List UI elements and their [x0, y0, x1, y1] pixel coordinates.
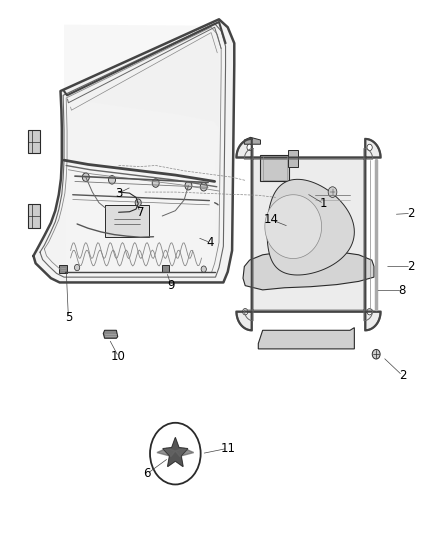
Text: 1: 1 — [320, 197, 328, 211]
Polygon shape — [261, 155, 289, 181]
Polygon shape — [243, 251, 374, 290]
Text: 2: 2 — [407, 207, 415, 220]
Text: 9: 9 — [167, 279, 175, 292]
Polygon shape — [175, 448, 194, 456]
Polygon shape — [265, 195, 321, 259]
Text: 7: 7 — [137, 206, 144, 219]
Circle shape — [367, 144, 372, 151]
Circle shape — [74, 264, 80, 271]
Text: 14: 14 — [264, 213, 279, 226]
Polygon shape — [267, 179, 354, 275]
Circle shape — [367, 309, 372, 315]
FancyBboxPatch shape — [288, 150, 298, 166]
Circle shape — [201, 266, 206, 272]
Circle shape — [243, 309, 248, 315]
Circle shape — [82, 173, 89, 181]
Polygon shape — [163, 438, 188, 466]
Polygon shape — [66, 160, 215, 272]
Text: 8: 8 — [399, 284, 406, 297]
Polygon shape — [33, 19, 234, 282]
Text: 6: 6 — [143, 467, 151, 480]
Circle shape — [150, 423, 201, 484]
Text: 3: 3 — [115, 187, 122, 200]
FancyBboxPatch shape — [59, 265, 67, 273]
FancyBboxPatch shape — [162, 265, 169, 272]
Polygon shape — [237, 139, 381, 330]
Polygon shape — [244, 138, 261, 144]
Text: 4: 4 — [207, 236, 214, 249]
Polygon shape — [106, 205, 149, 237]
FancyBboxPatch shape — [28, 130, 40, 154]
Circle shape — [185, 181, 192, 190]
Polygon shape — [258, 328, 354, 349]
Circle shape — [247, 144, 252, 151]
Text: 2: 2 — [399, 369, 406, 382]
FancyBboxPatch shape — [28, 204, 40, 228]
Circle shape — [328, 187, 337, 197]
Polygon shape — [103, 330, 118, 338]
Circle shape — [372, 350, 380, 359]
Text: 11: 11 — [220, 442, 235, 455]
Text: 10: 10 — [111, 350, 126, 364]
Polygon shape — [64, 25, 219, 128]
Circle shape — [200, 182, 207, 191]
Polygon shape — [157, 448, 175, 456]
Circle shape — [152, 179, 159, 187]
Text: 2: 2 — [407, 260, 415, 273]
Text: 5: 5 — [65, 311, 72, 324]
Circle shape — [135, 199, 141, 206]
Circle shape — [109, 175, 116, 184]
